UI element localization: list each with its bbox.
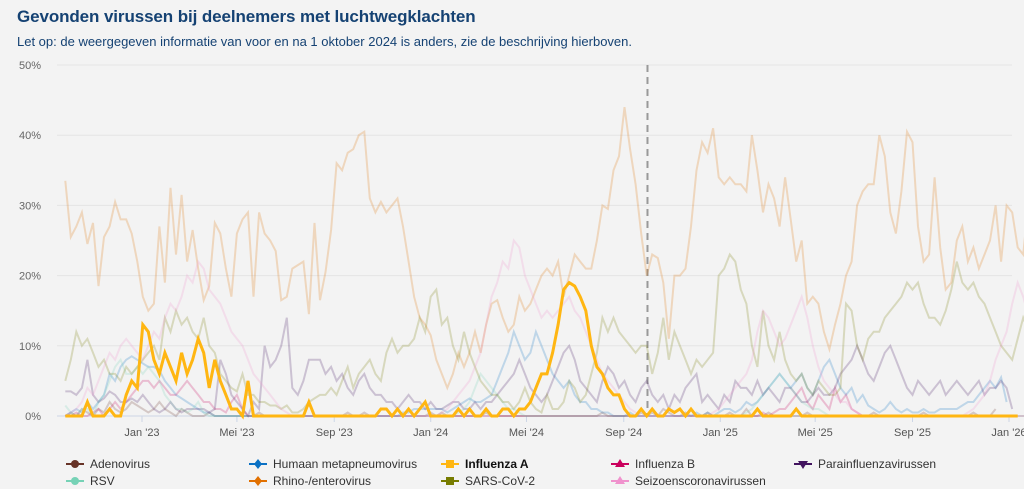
x-tick-label: Sep '24: [605, 427, 642, 439]
legend-item[interactable]: Influenza B: [611, 456, 794, 471]
legend-label: Influenza B: [635, 456, 696, 471]
grid-lines: [57, 64, 1012, 417]
x-tick-label: Jan '24: [413, 427, 448, 439]
triangle-up-marker-icon: [611, 475, 629, 484]
chart-title: Gevonden virussen bij deelnemers met luc…: [17, 7, 476, 26]
y-tick-label: 50%: [19, 60, 41, 72]
legend-item[interactable]: SARS-CoV-2: [441, 473, 611, 488]
x-tick-label: Jan '26: [991, 427, 1024, 439]
square-marker-icon: [441, 476, 459, 485]
legend-item[interactable]: Rhino-/enterovirus: [249, 473, 441, 488]
square-marker-icon: [441, 459, 459, 468]
y-tick-label: 20%: [19, 271, 41, 283]
legend-label: Humaan metapneumovirus: [273, 456, 418, 471]
x-tick-label: Mei '25: [798, 427, 833, 439]
chart-subtitle: Let op: de weergegeven informatie van vo…: [17, 34, 632, 49]
legend-label: Influenza A: [465, 456, 529, 471]
legend-item[interactable]: Seizoenscoronavirussen: [611, 473, 794, 488]
triangle-down-marker-icon: [794, 460, 812, 469]
y-axis: 0% 10% 20% 30% 40% 50%: [19, 60, 41, 423]
y-tick-label: 30%: [19, 200, 41, 212]
legend-label: SARS-CoV-2: [465, 473, 536, 488]
legend-item[interactable]: RSV: [66, 473, 249, 488]
series-line-parainfluenzavirussen[interactable]: [65, 317, 1014, 418]
x-tick-label: Mei '23: [219, 427, 254, 439]
x-tick-label: Mei '24: [509, 427, 544, 439]
x-tick-label: Jan '23: [124, 427, 159, 439]
series-line-sars-cov-2[interactable]: [64, 252, 1024, 415]
legend-label: RSV: [90, 473, 115, 488]
x-tick-label: Sep '25: [894, 427, 931, 439]
legend-label: Adenovirus: [90, 456, 151, 471]
series-lines[interactable]: [64, 106, 1024, 420]
circle-marker-icon: [66, 476, 84, 485]
legend-item[interactable]: Influenza A: [441, 456, 611, 471]
legend-label: Rhino-/enterovirus: [273, 473, 372, 488]
series-line-influenza-a[interactable]: [65, 280, 1018, 420]
legend-label: Seizoenscoronavirussen: [635, 473, 766, 488]
legend: Adenovirus Humaan metapneumovirus Influenz…: [66, 456, 1016, 488]
series-line-humaan-metapneumovirus[interactable]: [64, 328, 1008, 418]
x-tick-label: Sep '23: [316, 427, 353, 439]
y-tick-label: 0%: [25, 411, 41, 423]
y-tick-label: 40%: [19, 130, 41, 142]
diamond-marker-icon: [249, 458, 267, 469]
legend-item[interactable]: Adenovirus: [66, 456, 249, 471]
diamond-marker-icon: [249, 475, 267, 486]
triangle-up-marker-icon: [611, 458, 629, 467]
circle-marker-icon: [66, 459, 84, 468]
y-tick-label: 10%: [19, 341, 41, 353]
x-tick-label: Jan '25: [703, 427, 738, 439]
line-chart: 0%10%20%30%40%50% Jan '23 Mei '23 Sep '23 J…: [19, 60, 1024, 439]
x-axis: Jan '23 Mei '23 Sep '23 Jan '24 Mei '24 Sep '…: [124, 416, 1024, 439]
legend-label: Parainfluenzavirussen: [818, 456, 937, 471]
legend-item[interactable]: Humaan metapneumovirus: [249, 456, 441, 471]
legend-item[interactable]: Parainfluenzavirussen: [794, 456, 994, 471]
